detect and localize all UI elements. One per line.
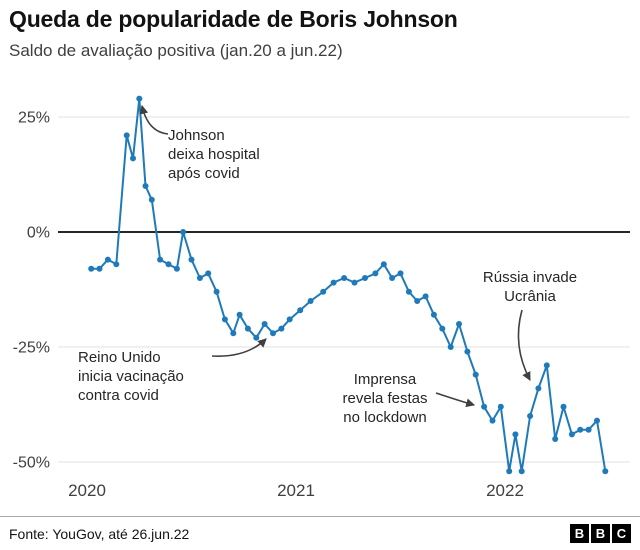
data-point: [481, 403, 488, 410]
annotation-hospital: Johnson deixa hospital após covid: [168, 127, 260, 182]
data-point: [230, 330, 237, 337]
data-point: [136, 95, 143, 102]
annotation-ucrania: Rússia invade Ucrânia: [482, 269, 578, 305]
data-point: [130, 155, 136, 162]
data-point: [205, 270, 212, 277]
chart-subtitle: Saldo de avaliação positiva (jan.20 a ju…: [9, 41, 343, 60]
data-point: [497, 403, 504, 410]
data-point: [405, 288, 412, 295]
annotation-arrow-vacinacao: [211, 338, 267, 357]
data-point: [535, 385, 542, 392]
data-point: [261, 321, 268, 327]
data-point: [439, 325, 446, 332]
data-point: [506, 468, 513, 475]
annotation-vacinacao: Reino Unido inicia vacinação contra covid: [78, 349, 184, 404]
data-point: [577, 426, 584, 433]
plot-area: 25% 0% -25% -50% 2020 2021 2022 Johnson deixa h…: [0, 88, 640, 512]
data-point: [307, 298, 314, 304]
data-point: [320, 288, 327, 295]
data-point: [472, 371, 479, 378]
data-point: [148, 196, 155, 203]
data-point: [196, 275, 203, 281]
bbc-logo-letter: C: [612, 524, 631, 543]
x-tick-label: 2022: [486, 481, 524, 500]
data-point: [568, 431, 575, 438]
data-point: [430, 311, 437, 318]
data-point: [180, 229, 187, 235]
data-point: [157, 256, 164, 263]
x-tick-label: 2020: [68, 481, 106, 500]
data-point: [286, 316, 293, 323]
data-point: [372, 270, 379, 277]
data-point: [113, 261, 120, 268]
data-point: [594, 417, 600, 424]
bbc-logo: B B C: [570, 524, 631, 543]
data-point: [330, 279, 337, 286]
bbc-logo-letter: B: [591, 524, 610, 543]
line-chart: 25% 0% -25% -50% 2020 2021 2022: [13, 95, 630, 500]
annotation-festas: Imprensa revela festas no lockdown: [342, 371, 428, 426]
data-point: [104, 256, 111, 263]
data-point: [173, 265, 180, 272]
data-point: [552, 436, 559, 442]
data-point: [244, 325, 251, 332]
data-point: [236, 311, 243, 318]
data-point: [464, 348, 471, 355]
data-point: [213, 288, 220, 295]
footer: Fonte: YouGov, até 26.jun.22 B B C: [0, 516, 640, 550]
data-point: [165, 261, 172, 268]
data-point: [527, 413, 534, 419]
data-point: [380, 261, 387, 268]
data-point: [456, 321, 462, 327]
data-point: [341, 275, 348, 281]
data-point: [297, 307, 304, 314]
y-tick-label: -50%: [13, 455, 50, 472]
data-point: [88, 265, 95, 272]
data-point: [489, 417, 496, 424]
data-point: [414, 298, 421, 304]
annotation-arrow-ucrania: [517, 309, 531, 381]
data-point: [397, 270, 404, 277]
data-point: [123, 132, 130, 139]
annotation-arrow-hospital: [139, 104, 169, 135]
bbc-logo-letter: B: [570, 524, 589, 543]
y-tick-label: 0%: [27, 225, 50, 242]
data-point: [221, 316, 228, 323]
y-tick-label: 25%: [18, 110, 50, 127]
x-tick-label: 2021: [277, 481, 315, 500]
data-point: [96, 265, 103, 272]
data-point: [447, 344, 454, 350]
chart-title: Queda de popularidade de Boris Johnson: [9, 6, 458, 32]
data-point: [278, 325, 285, 332]
data-point: [543, 362, 550, 369]
data-point: [560, 403, 567, 410]
data-point: [389, 275, 396, 281]
data-point: [142, 183, 149, 189]
source-note: Fonte: YouGov, até 26.jun.22: [9, 525, 190, 542]
data-point: [602, 468, 609, 475]
data-point: [422, 293, 429, 300]
y-tick-label: -25%: [13, 340, 50, 357]
annotation-arrow-festas: [435, 392, 476, 408]
data-point: [188, 256, 195, 263]
data-point: [512, 431, 519, 438]
data-point: [253, 334, 260, 341]
data-point: [362, 275, 368, 281]
data-point: [270, 330, 276, 337]
data-point: [585, 426, 592, 433]
data-point: [518, 468, 525, 475]
data-point: [351, 279, 358, 286]
